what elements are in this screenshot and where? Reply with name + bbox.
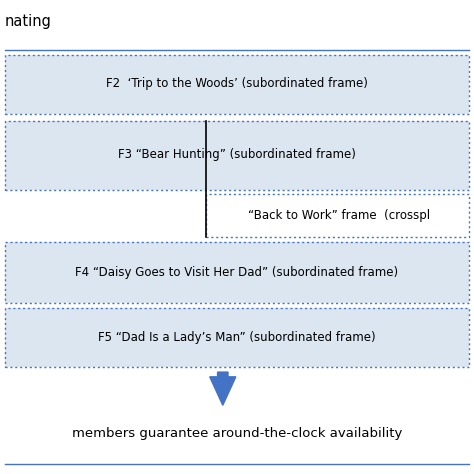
Text: F4 “Daisy Goes to Visit Her Dad” (subordinated frame): F4 “Daisy Goes to Visit Her Dad” (subord…: [75, 266, 399, 279]
Bar: [206, 194, 469, 237]
Text: members guarantee around-the-clock availability: members guarantee around-the-clock avail…: [72, 427, 402, 440]
Bar: [5, 121, 469, 190]
Text: F3 “Bear Hunting” (subordinated frame): F3 “Bear Hunting” (subordinated frame): [118, 148, 356, 162]
Text: F2  ‘Trip to the Woods’ (subordinated frame): F2 ‘Trip to the Woods’ (subordinated fra…: [106, 77, 368, 91]
Bar: [5, 308, 469, 367]
FancyArrow shape: [210, 372, 236, 405]
Bar: [5, 242, 469, 303]
Bar: [206, 194, 469, 237]
Bar: [5, 55, 469, 114]
Bar: [5, 242, 469, 303]
Text: nating: nating: [5, 14, 52, 29]
Bar: [5, 55, 469, 114]
Text: “Back to Work” frame  (crosspl: “Back to Work” frame (crosspl: [248, 209, 430, 222]
Text: F5 “Dad Is a Lady’s Man” (subordinated frame): F5 “Dad Is a Lady’s Man” (subordinated f…: [98, 331, 376, 344]
Bar: [5, 308, 469, 367]
Bar: [5, 121, 469, 190]
